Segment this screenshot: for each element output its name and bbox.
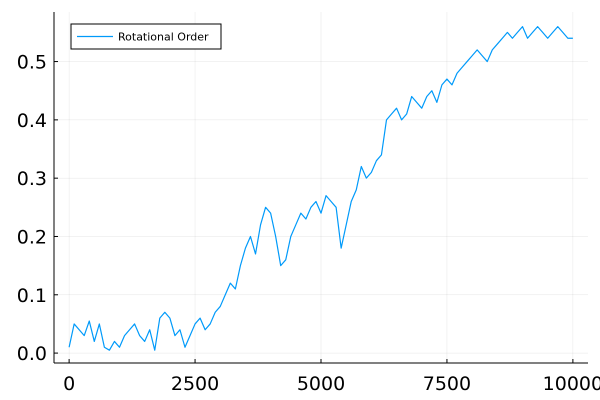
y-tick-label-0: 0.0: [17, 343, 47, 365]
x-tick-label-2: 5000: [297, 373, 345, 395]
legend: Rotational Order: [70, 23, 222, 50]
y-tick-labels: 0.0 0.1 0.2 0.3 0.4 0.5: [17, 52, 58, 365]
y-tick-label-3: 0.3: [17, 168, 47, 190]
y-tick-label-5: 0.5: [17, 52, 47, 74]
x-tick-label-1: 2500: [171, 373, 219, 395]
legend-label: Rotational Order: [118, 31, 209, 44]
x-tick-labels: 0 2500 5000 7500 10000: [63, 359, 600, 395]
series-layer: [68, 25, 573, 351]
x-tick-label-4: 10000: [543, 373, 600, 395]
y-tick-label-1: 0.1: [17, 285, 47, 307]
grid: [54, 12, 588, 363]
x-tick-label-3: 7500: [423, 373, 471, 395]
series-line-0: [68, 25, 573, 351]
y-tick-label-2: 0.2: [17, 226, 47, 248]
y-tick-label-4: 0.4: [17, 110, 47, 132]
x-tick-label-0: 0: [63, 373, 75, 395]
